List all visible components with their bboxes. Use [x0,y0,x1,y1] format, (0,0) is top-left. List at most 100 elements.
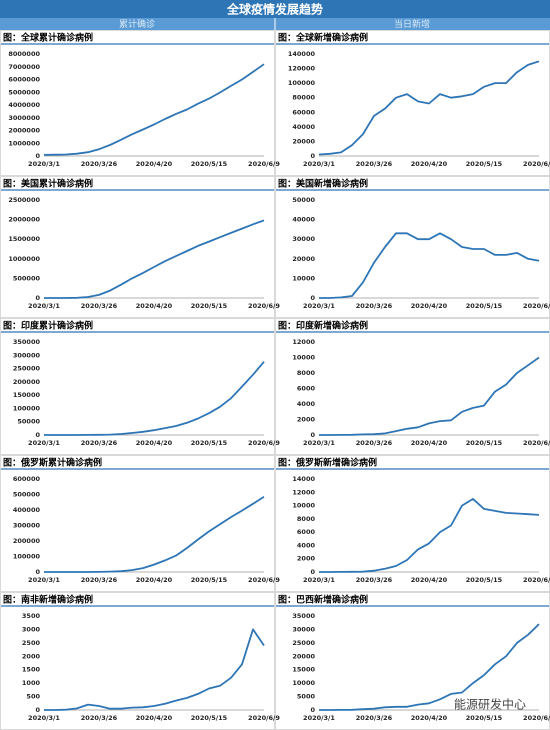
x-tick-label: 2020/3/1 [303,160,335,168]
x-tick-label: 2020/6/9 [248,576,280,584]
y-tick-label: 40000 [292,216,315,224]
x-tick-label: 2020/6/9 [248,714,280,722]
chart-title: 图：印度累计确诊病例 [3,320,93,332]
y-tick-label: 8000 [297,515,316,523]
x-tick-label: 2020/3/26 [81,160,118,168]
x-tick-label: 2020/6/9 [248,439,280,447]
y-tick-label: 35000 [292,612,315,620]
y-tick-label: 2000000 [8,127,40,135]
panel-frame [0,455,275,592]
y-tick-label: 2000 [22,652,41,660]
x-tick-label: 2020/6/9 [523,302,550,310]
x-tick-label: 2020/3/26 [356,302,393,310]
y-tick-label: 1500000 [8,235,40,243]
y-tick-label: 140000 [288,50,316,58]
y-tick-label: 7000000 [8,63,40,71]
y-tick-label: 250000 [13,365,41,373]
x-tick-label: 2020/4/20 [411,714,448,722]
panel-frame [0,592,275,730]
y-tick-label: 8000 [297,369,316,377]
watermark: 能源研发中心 [454,697,526,712]
y-tick-label: 500000 [13,491,41,499]
y-tick-label: 20000 [292,255,315,263]
x-tick-label: 2020/4/20 [136,302,173,310]
x-tick-label: 2020/3/26 [356,714,393,722]
x-tick-label: 2020/3/26 [356,439,393,447]
chart-title: 图：俄罗斯新增确诊病例 [278,457,377,469]
y-tick-label: 100000 [288,79,316,87]
x-tick-label: 2020/6/9 [248,160,280,168]
panel-frame [275,30,550,176]
x-tick-label: 2020/3/26 [81,714,118,722]
y-tick-label: 400000 [13,506,41,514]
y-tick-label: 100000 [13,553,41,561]
x-tick-label: 2020/3/26 [81,302,118,310]
x-tick-label: 2020/4/20 [136,714,173,722]
x-tick-label: 2020/5/15 [191,714,228,722]
y-tick-label: 25000 [292,639,315,647]
y-tick-label: 600000 [13,475,41,483]
page-title: 全球疫情发展趋势 [226,2,323,17]
x-tick-label: 2020/4/20 [136,576,173,584]
x-tick-label: 2020/6/9 [248,302,280,310]
y-tick-label: 5000 [297,693,316,701]
y-tick-label: 60000 [292,108,315,116]
x-tick-label: 2020/3/1 [28,714,60,722]
chart-title: 图：印度新增确诊病例 [278,320,368,332]
y-tick-label: 0 [310,568,315,576]
x-tick-label: 2020/3/1 [303,576,335,584]
y-tick-label: 5000000 [8,88,40,96]
y-tick-label: 50000 [17,418,40,426]
x-tick-label: 2020/5/15 [466,302,503,310]
x-tick-label: 2020/4/20 [411,439,448,447]
y-tick-label: 10000 [292,274,315,282]
x-tick-label: 2020/5/15 [191,576,228,584]
y-tick-label: 50000 [292,196,315,204]
panel-frame [0,176,275,318]
x-tick-label: 2020/3/26 [356,160,393,168]
x-tick-label: 2020/3/1 [303,439,335,447]
y-tick-label: 0 [35,152,40,160]
y-tick-label: 1000000 [8,255,40,263]
chart-title: 图：全球新增确诊病例 [278,32,368,44]
x-tick-label: 2020/3/26 [81,439,118,447]
left-column-header: 累计确诊 [119,18,155,30]
y-tick-label: 350000 [13,338,41,346]
x-tick-label: 2020/4/20 [136,160,173,168]
y-tick-label: 20000 [292,137,315,145]
data-line [319,232,540,299]
data-line [319,623,540,711]
x-tick-label: 2020/4/20 [411,160,448,168]
y-tick-label: 30000 [292,625,315,633]
y-tick-label: 10000 [292,354,315,362]
y-tick-label: 500 [26,693,40,701]
y-tick-label: 6000 [297,528,316,536]
y-tick-label: 3000000 [8,114,40,122]
panel-frame [0,30,275,176]
y-tick-label: 200000 [13,378,41,386]
chart-title: 图：南非新增确诊病例 [3,594,93,606]
y-tick-label: 3500 [22,612,41,620]
y-tick-label: 4000000 [8,101,40,109]
y-tick-label: 2000000 [8,216,40,224]
y-tick-label: 0 [35,294,40,302]
chart-title: 图：巴西新增确诊病例 [278,594,368,606]
y-tick-label: 300000 [13,522,41,530]
y-tick-label: 300000 [13,351,41,359]
y-tick-label: 30000 [292,235,315,243]
y-tick-label: 1500 [22,666,41,674]
x-tick-label: 2020/6/9 [523,714,550,722]
y-tick-label: 120000 [288,65,316,73]
y-tick-label: 0 [35,431,40,439]
panel-frame [275,176,550,318]
y-tick-label: 100000 [13,404,41,412]
y-tick-label: 14000 [292,475,315,483]
y-tick-label: 6000000 [8,76,40,84]
right-column-header: 当日新增 [394,18,430,30]
x-tick-label: 2020/3/1 [28,439,60,447]
y-tick-label: 10000 [292,502,315,510]
y-tick-label: 0 [35,568,40,576]
x-tick-label: 2020/3/1 [28,302,60,310]
